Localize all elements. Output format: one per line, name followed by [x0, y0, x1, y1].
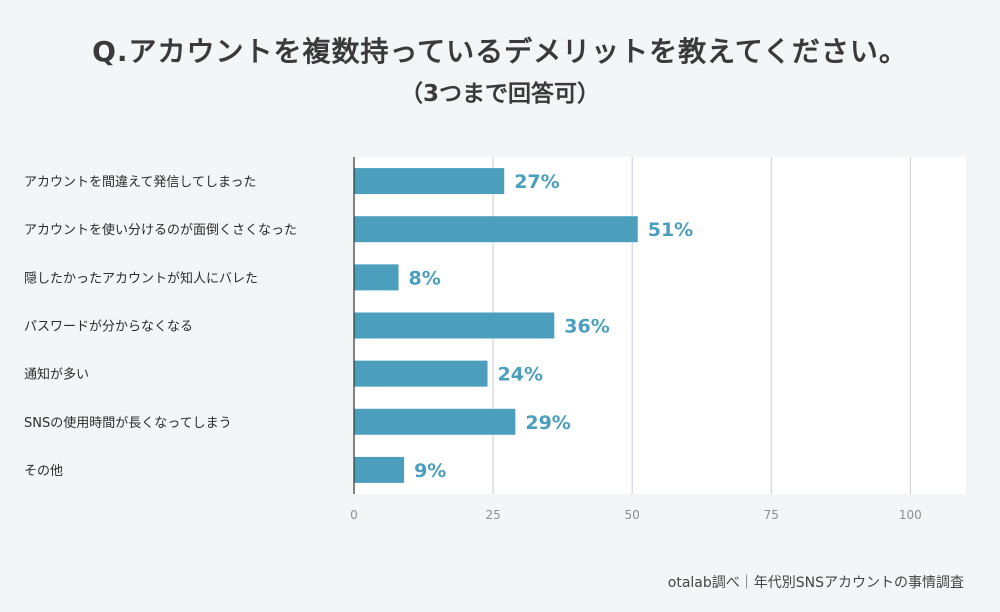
category-label: アカウントを使い分けるのが面倒くさくなった — [24, 222, 297, 238]
category-label: SNSの使用時間が長くなってしまう — [24, 415, 232, 431]
bar — [354, 264, 399, 291]
bar-value-label: 27% — [514, 171, 559, 193]
chart-subtitle: （3つまで回答可） — [399, 81, 600, 107]
bar-value-label: 24% — [498, 364, 543, 386]
x-tick-label: 50 — [625, 508, 640, 522]
bar-value-label: 9% — [414, 460, 446, 482]
category-label: 通知が多い — [24, 367, 89, 383]
x-tick-label: 0 — [350, 508, 358, 522]
x-tick-label: 75 — [764, 508, 779, 522]
category-label: パスワードが分からなくなる — [24, 320, 193, 335]
bar-value-label: 51% — [648, 219, 693, 241]
bar — [354, 168, 505, 195]
chart-title: Q.アカウントを複数持っているデメリットを教えてください。 — [92, 35, 908, 68]
bar — [354, 408, 516, 435]
category-label: その他 — [24, 464, 63, 479]
bar — [354, 216, 638, 243]
bar-value-label: 8% — [409, 267, 441, 289]
x-tick-label: 100 — [899, 508, 922, 522]
category-label: アカウントを間違えて発信してしまった — [24, 175, 256, 190]
bar-value-label: 29% — [525, 412, 570, 434]
bar-value-label: 36% — [564, 316, 609, 338]
category-label: 隠したかったアカウントが知人にバレた — [24, 270, 258, 286]
bar — [354, 360, 488, 387]
bar — [354, 312, 555, 339]
bar — [354, 456, 405, 483]
source-note: otalab調べ｜年代別SNSアカウントの事情調査 — [667, 575, 964, 591]
x-tick-label: 25 — [485, 508, 500, 522]
